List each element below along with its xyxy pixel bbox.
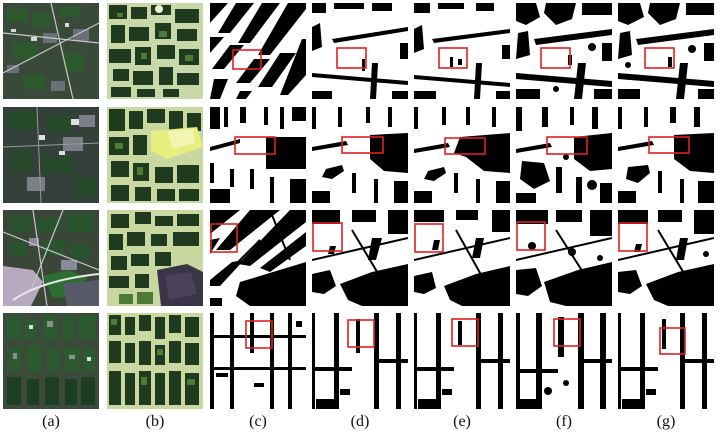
ground-truth-mask — [210, 3, 306, 99]
panel-b-row1 — [107, 3, 203, 99]
prediction-mask — [414, 3, 510, 99]
satellite-image — [3, 3, 99, 99]
ground-truth-mask — [210, 210, 306, 306]
satellite-image — [107, 107, 203, 203]
highlight-box — [312, 222, 343, 252]
prediction-mask — [516, 210, 612, 306]
panel-a-row3 — [3, 210, 99, 306]
satellite-image — [107, 3, 203, 99]
prediction-mask — [312, 3, 408, 99]
prediction-mask — [618, 313, 714, 409]
panel-d-row2 — [312, 107, 408, 203]
highlight-box — [438, 47, 468, 69]
highlight-box — [516, 221, 546, 251]
highlight-box — [546, 136, 588, 155]
satellite-image — [3, 107, 99, 203]
satellite-image — [3, 210, 99, 306]
satellite-image — [107, 313, 203, 409]
highlight-box — [234, 136, 276, 155]
column-label-c: (c) — [249, 413, 267, 430]
column-label-d: (d) — [350, 413, 370, 430]
prediction-mask — [312, 210, 408, 306]
prediction-mask — [618, 107, 714, 203]
panel-b-row4 — [107, 313, 203, 409]
prediction-mask — [618, 210, 714, 306]
highlight-box — [553, 318, 581, 347]
panel-a-row4 — [3, 313, 99, 409]
prediction-mask — [414, 210, 510, 306]
panel-g-row4 — [618, 313, 714, 409]
highlight-box — [618, 222, 648, 252]
prediction-mask — [414, 313, 510, 409]
highlight-box — [659, 327, 686, 355]
highlight-box — [414, 223, 444, 253]
prediction-mask — [516, 107, 612, 203]
column-label-a: (a) — [42, 413, 60, 430]
panel-f-row2 — [516, 107, 612, 203]
panel-e-row2 — [414, 107, 510, 203]
panel-a-row1 — [3, 3, 99, 99]
satellite-image — [107, 210, 203, 306]
panel-c-row1 — [210, 3, 306, 99]
panel-d-row3 — [312, 210, 408, 306]
satellite-image — [3, 313, 99, 409]
highlight-box — [648, 136, 690, 154]
highlight-box — [210, 223, 238, 253]
highlight-box — [444, 137, 486, 155]
prediction-mask — [618, 3, 714, 99]
panel-d-row4 — [312, 313, 408, 409]
ground-truth-mask — [210, 313, 306, 409]
column-label-b: (b) — [145, 413, 165, 430]
highlight-box — [245, 320, 273, 349]
highlight-box — [232, 49, 262, 70]
prediction-mask — [312, 107, 408, 203]
highlight-box — [341, 136, 384, 154]
panel-c-row3 — [210, 210, 306, 306]
highlight-box — [644, 47, 675, 69]
panel-c-row2 — [210, 107, 306, 203]
prediction-mask — [312, 313, 408, 409]
ground-truth-mask — [210, 107, 306, 203]
panel-f-row4 — [516, 313, 612, 409]
prediction-mask — [414, 107, 510, 203]
panel-g-row3 — [618, 210, 714, 306]
prediction-mask — [516, 313, 612, 409]
panel-g-row2 — [618, 107, 714, 203]
panel-f-row1 — [516, 3, 612, 99]
column-label-f: (f) — [556, 413, 572, 430]
column-label-e: (e) — [453, 413, 471, 430]
panel-b-row3 — [107, 210, 203, 306]
panel-d-row1 — [312, 3, 408, 99]
highlight-box — [451, 318, 479, 347]
panel-a-row2 — [3, 107, 99, 203]
panel-e-row3 — [414, 210, 510, 306]
highlight-box — [336, 47, 367, 69]
prediction-mask — [516, 3, 612, 99]
panel-c-row4 — [210, 313, 306, 409]
panel-e-row1 — [414, 3, 510, 99]
panel-g-row1 — [618, 3, 714, 99]
panel-b-row2 — [107, 107, 203, 203]
panel-e-row4 — [414, 313, 510, 409]
panel-f-row3 — [516, 210, 612, 306]
highlight-box — [347, 319, 375, 348]
highlight-box — [540, 47, 571, 69]
column-label-g: (g) — [656, 413, 676, 430]
